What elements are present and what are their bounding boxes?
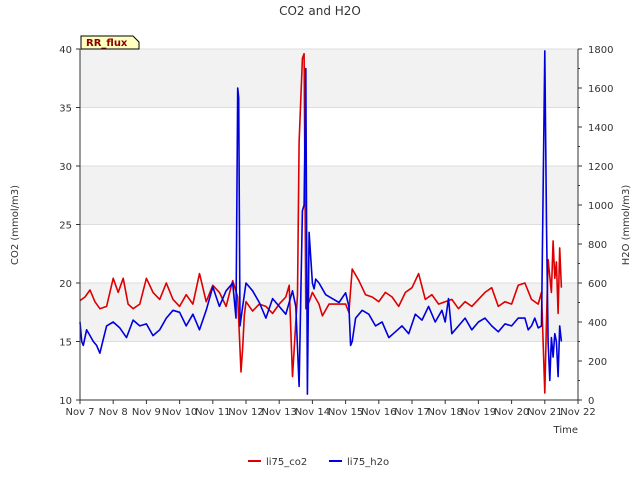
legend-item-h2o: li75_h2o xyxy=(329,457,389,468)
axes: 1015202530354002004006008001000120014001… xyxy=(59,45,613,418)
x-tick-label-11: Nov 18 xyxy=(427,407,462,418)
x-tick-label-13: Nov 20 xyxy=(494,407,529,418)
legend: li75_co2 li75_h2o xyxy=(248,457,389,468)
y-right-tick-label-1200: 1200 xyxy=(588,162,613,173)
x-tick-label-0: Nov 7 xyxy=(65,407,94,418)
badge-label: RR_flux xyxy=(86,38,128,49)
series-line-li75_co2 xyxy=(79,52,563,394)
band-0 xyxy=(80,283,578,342)
x-tick-label-3: Nov 10 xyxy=(162,407,197,418)
y-right-tick-label-1400: 1400 xyxy=(588,123,613,134)
grid-lines xyxy=(80,48,578,401)
x-tick-label-15: Nov 22 xyxy=(560,407,595,418)
rr-flux-badge: RR_flux xyxy=(80,35,140,50)
x-tick-label-10: Nov 17 xyxy=(394,407,429,418)
y-left-tick-label-15: 15 xyxy=(59,338,72,349)
chart-title: CO2 and H2O xyxy=(279,4,361,18)
y-left-tick-label-30: 30 xyxy=(59,162,72,173)
y-axis-right-title: H2O (mmol/m3) xyxy=(621,185,632,266)
y-right-tick-label-0: 0 xyxy=(588,396,594,407)
y-left-tick-label-40: 40 xyxy=(59,45,72,56)
x-tick-label-2: Nov 9 xyxy=(132,407,161,418)
x-tick-label-1: Nov 8 xyxy=(99,407,128,418)
y-right-tick-label-1600: 1600 xyxy=(588,84,613,95)
y-axis-left-title: CO2 (mmol/m3) xyxy=(10,185,21,265)
band-1 xyxy=(80,166,578,225)
y-left-tick-label-35: 35 xyxy=(59,104,72,115)
x-tick-label-4: Nov 11 xyxy=(195,407,230,418)
x-tick-label-5: Nov 12 xyxy=(228,407,263,418)
y-left-tick-label-25: 25 xyxy=(59,221,72,232)
legend-item-co2: li75_co2 xyxy=(248,457,307,468)
y-right-tick-label-600: 600 xyxy=(588,279,607,290)
x-tick-label-7: Nov 14 xyxy=(295,407,330,418)
legend-label-h2o: li75_h2o xyxy=(347,457,389,468)
band-2 xyxy=(80,49,578,108)
legend-label-co2: li75_co2 xyxy=(266,457,307,468)
x-tick-label-9: Nov 16 xyxy=(361,407,396,418)
series-line-li75_h2o xyxy=(79,50,563,395)
background-bands xyxy=(80,49,578,342)
series-layer xyxy=(79,50,563,395)
badge-box xyxy=(80,35,140,50)
x-tick-label-14: Nov 21 xyxy=(527,407,562,418)
y-left-tick-label-20: 20 xyxy=(59,279,72,290)
x-tick-label-8: Nov 15 xyxy=(328,407,363,418)
y-left-tick-label-10: 10 xyxy=(59,396,72,407)
x-axis-title: Time xyxy=(553,425,578,436)
x-tick-label-12: Nov 19 xyxy=(461,407,496,418)
x-tick-label-6: Nov 13 xyxy=(261,407,296,418)
y-right-tick-label-800: 800 xyxy=(588,240,607,251)
y-right-tick-label-400: 400 xyxy=(588,318,607,329)
y-right-tick-label-200: 200 xyxy=(588,357,607,368)
y-right-tick-label-1800: 1800 xyxy=(588,45,613,56)
y-right-tick-label-1000: 1000 xyxy=(588,201,613,212)
